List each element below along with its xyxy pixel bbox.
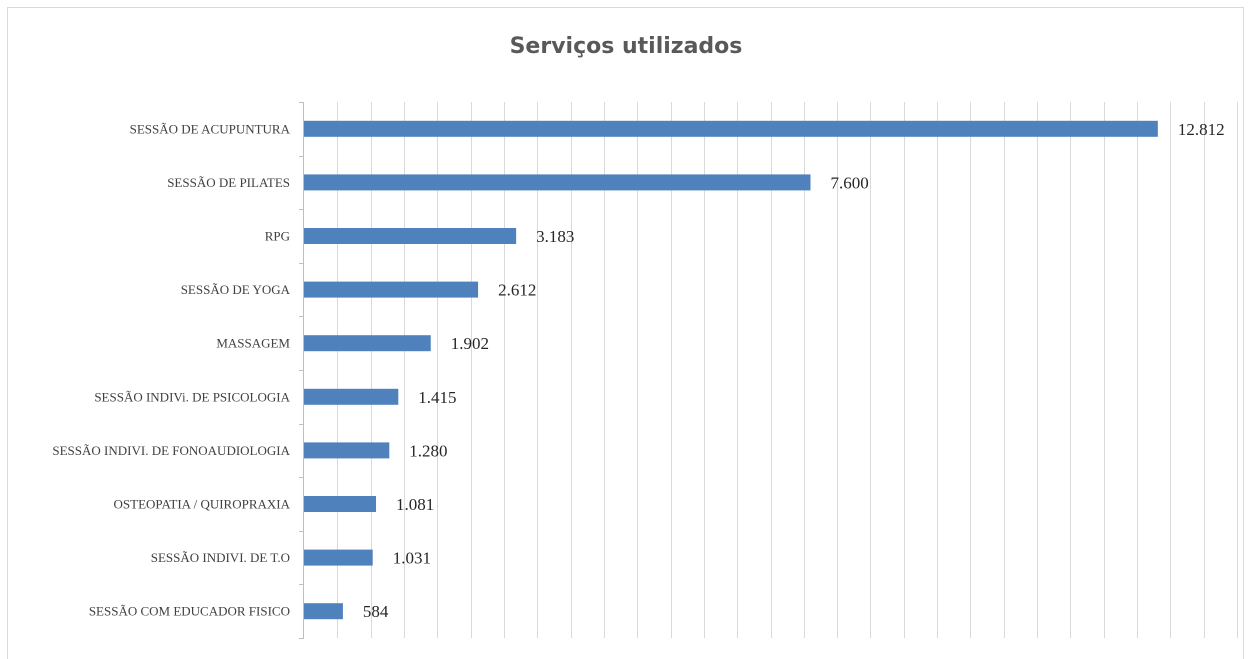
bar bbox=[304, 496, 377, 512]
data-label: 1.081 bbox=[396, 495, 434, 514]
labels: SESSÃO DE ACUPUNTURA 12.812 SESSÃO DE PILA… bbox=[52, 120, 1224, 621]
category-label: SESSÃO DE PILATES bbox=[167, 175, 290, 190]
bar bbox=[304, 120, 1158, 137]
bar bbox=[304, 442, 390, 459]
category-label: MASSAGEM bbox=[216, 336, 290, 351]
data-label: 3.183 bbox=[536, 227, 574, 246]
bar bbox=[304, 281, 479, 298]
bar bbox=[304, 174, 811, 191]
data-label: 1.902 bbox=[451, 334, 489, 353]
data-label: 1.280 bbox=[409, 441, 447, 460]
bar bbox=[304, 549, 373, 566]
category-axis bbox=[299, 102, 304, 639]
data-label: 12.812 bbox=[1178, 120, 1225, 139]
category-label: SESSÃO INDIVI. DE FONOAUDIOLOGIA bbox=[52, 443, 290, 458]
bar bbox=[304, 228, 517, 244]
data-label: 584 bbox=[363, 602, 389, 621]
bar bbox=[304, 388, 399, 405]
data-label: 1.415 bbox=[418, 388, 456, 407]
category-label: SESSÃO INDIVi. DE PSICOLOGIA bbox=[94, 389, 290, 404]
category-label: RPG bbox=[265, 229, 290, 244]
bars bbox=[304, 120, 1158, 620]
category-label: SESSÃO DE YOGA bbox=[181, 282, 291, 297]
data-label: 2.612 bbox=[498, 281, 536, 300]
data-label: 7.600 bbox=[830, 173, 868, 192]
category-label: OSTEOPATIA / QUIROPRAXIA bbox=[114, 497, 291, 512]
bar bbox=[304, 603, 343, 620]
bar bbox=[304, 335, 431, 352]
gridlines bbox=[337, 102, 1238, 638]
category-label: SESSÃO DE ACUPUNTURA bbox=[130, 121, 291, 136]
category-label: SESSÃO INDIVI. DE T.O bbox=[151, 550, 290, 565]
category-label: SESSÃO COM EDUCADOR FISICO bbox=[89, 604, 290, 619]
data-label: 1.031 bbox=[393, 549, 431, 568]
chart-title: Serviços utilizados bbox=[509, 34, 743, 59]
